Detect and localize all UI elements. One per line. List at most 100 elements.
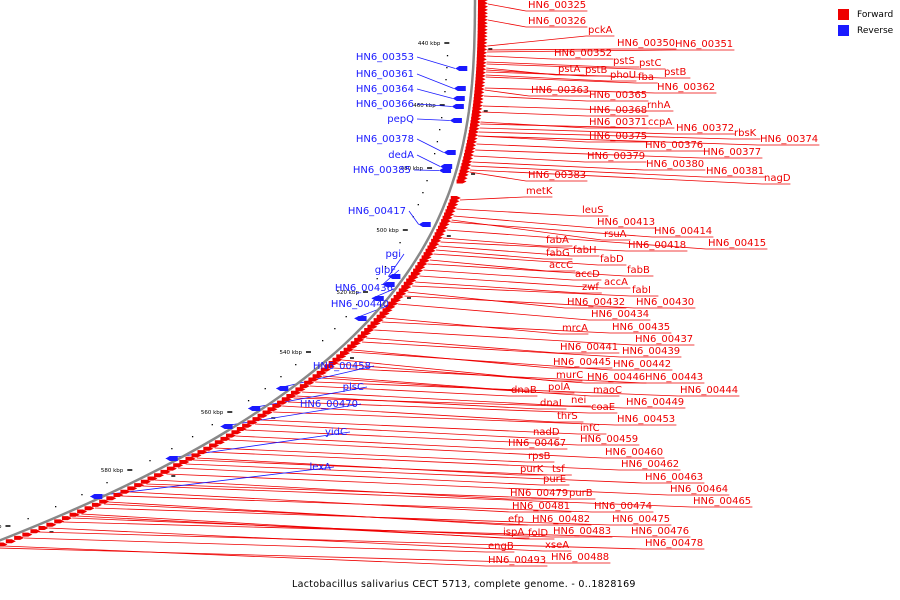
minor-tick: [149, 460, 151, 462]
reverse-leader-line: [413, 169, 440, 171]
forward-gene-label: HN6_00432: [567, 297, 625, 308]
forward-leader-line: [485, 76, 637, 84]
reverse-gene-label: HN6_00470: [300, 399, 358, 410]
forward-leader-line: [261, 419, 579, 435]
forward-gene-label: murC: [556, 370, 583, 381]
forward-leader-line: [0, 547, 550, 564]
forward-gene-arrow: [468, 130, 479, 134]
forward-gene-arrow: [225, 433, 236, 438]
forward-gene-label: pstS: [613, 56, 635, 67]
forward-gene-arrow: [467, 136, 478, 141]
forward-leader-line: [479, 127, 675, 135]
reverse-gene-arrow: [440, 164, 453, 169]
forward-leader-line: [196, 457, 519, 476]
forward-gene-arrow: [406, 278, 417, 283]
forward-gene-arrow: [477, 37, 488, 42]
forward-gene-arrow: [408, 275, 419, 280]
gene-arrows: [0, 0, 488, 547]
forward-gene-arrow: [140, 479, 151, 484]
forward-gene-label: HN6_00352: [554, 48, 612, 59]
forward-gene-label: fabG: [546, 248, 570, 259]
forward-leader-line: [351, 351, 612, 371]
forward-gene-arrow: [477, 7, 488, 12]
forward-gene-label: HN6_00460: [605, 447, 663, 458]
forward-gene-arrow: [277, 400, 288, 405]
forward-gene-arrow: [477, 24, 488, 29]
forward-leader-line: [442, 237, 545, 247]
tick-label: 560 kbp: [201, 410, 224, 416]
forward-gene-label: HN6_00363: [531, 85, 589, 96]
forward-leader-line: [478, 135, 588, 143]
forward-gene-label: HN6_00441: [560, 342, 618, 353]
forward-gene-label: HN6_00481: [512, 501, 570, 512]
forward-leader-line: [486, 61, 612, 68]
forward-gene-label: fabD: [600, 254, 624, 265]
forward-gene-arrow: [475, 73, 486, 78]
forward-gene-label: HN6_00479: [510, 488, 568, 499]
forward-gene-arrow: [281, 397, 292, 402]
forward-gene-arrow: [360, 331, 371, 336]
minor-tick: [392, 254, 394, 256]
forward-gene-label: HN6_00435: [612, 322, 670, 333]
forward-gene-arrow: [403, 281, 414, 286]
forward-leader-line: [469, 171, 527, 182]
forward-gene-label: nagD: [764, 173, 791, 184]
forward-gene-arrow: [401, 285, 412, 290]
forward-gene-arrow: [472, 110, 483, 115]
forward-gene-label: pckA: [588, 25, 613, 36]
forward-gene-arrow: [398, 288, 409, 293]
forward-gene-arrow: [421, 255, 432, 260]
forward-leader-line: [142, 485, 692, 508]
forward-gene-arrow: [5, 539, 16, 544]
reverse-leader-line: [220, 403, 362, 427]
forward-leader-line: [38, 531, 644, 550]
forward-gene-arrow: [473, 97, 484, 101]
forward-leader-line: [404, 295, 635, 309]
forward-gene-arrow: [106, 496, 117, 501]
forward-gene-label: HN6_00463: [645, 472, 703, 483]
forward-gene-label: HN6_00381: [706, 166, 764, 177]
forward-gene-arrow: [14, 535, 25, 540]
reverse-gene-label: pepQ: [387, 114, 414, 125]
forward-gene-label: nadD: [533, 427, 560, 438]
forward-gene-arrow: [113, 493, 124, 497]
forward-gene-label: HN6_00446: [587, 372, 645, 383]
forward-gene-label: rsuA: [604, 229, 627, 240]
forward-leader-line: [478, 131, 733, 140]
reverse-leader-line: [416, 103, 452, 107]
forward-leader-line: [293, 397, 625, 409]
forward-gene-label: engB: [488, 541, 514, 552]
forward-leader-line: [315, 381, 679, 397]
forward-gene-arrow: [0, 542, 8, 547]
forward-gene-arrow: [425, 248, 436, 253]
forward-gene-arrow: [30, 529, 41, 534]
forward-leader-line: [487, 3, 527, 12]
forward-gene-arrow: [388, 301, 399, 306]
forward-leader-line: [453, 215, 596, 229]
minor-tick: [436, 141, 439, 143]
forward-gene-label: maoC: [593, 385, 622, 396]
forward-gene-arrow: [262, 410, 273, 415]
tick-label: 500 kbp: [376, 228, 399, 234]
reverse-gene-label: yidC: [325, 427, 347, 438]
minor-tick: [264, 388, 266, 390]
reverse-gene-arrow: [453, 86, 466, 91]
forward-gene-label: HN6_00475: [612, 514, 670, 525]
forward-leader-line: [470, 169, 763, 185]
forward-gene-label: zwf: [582, 282, 599, 293]
forward-gene-label: HN6_00464: [670, 484, 728, 495]
forward-gene-label: fabB: [627, 265, 650, 276]
forward-gene-arrow: [191, 453, 202, 458]
forward-gene-arrow: [463, 153, 474, 158]
forward-gene-arrow: [127, 486, 138, 491]
forward-leader-line: [207, 451, 620, 471]
forward-gene-arrow: [477, 44, 488, 49]
forward-gene-arrow: [417, 262, 428, 266]
forward-gene-arrow: [476, 57, 487, 62]
forward-gene-arrow: [477, 17, 488, 22]
forward-leader-line: [332, 367, 644, 384]
forward-gene-arrow: [312, 374, 323, 379]
forward-gene-label: nei: [571, 395, 586, 406]
forward-leader-line: [361, 341, 621, 358]
forward-gene-arrow: [185, 456, 196, 461]
